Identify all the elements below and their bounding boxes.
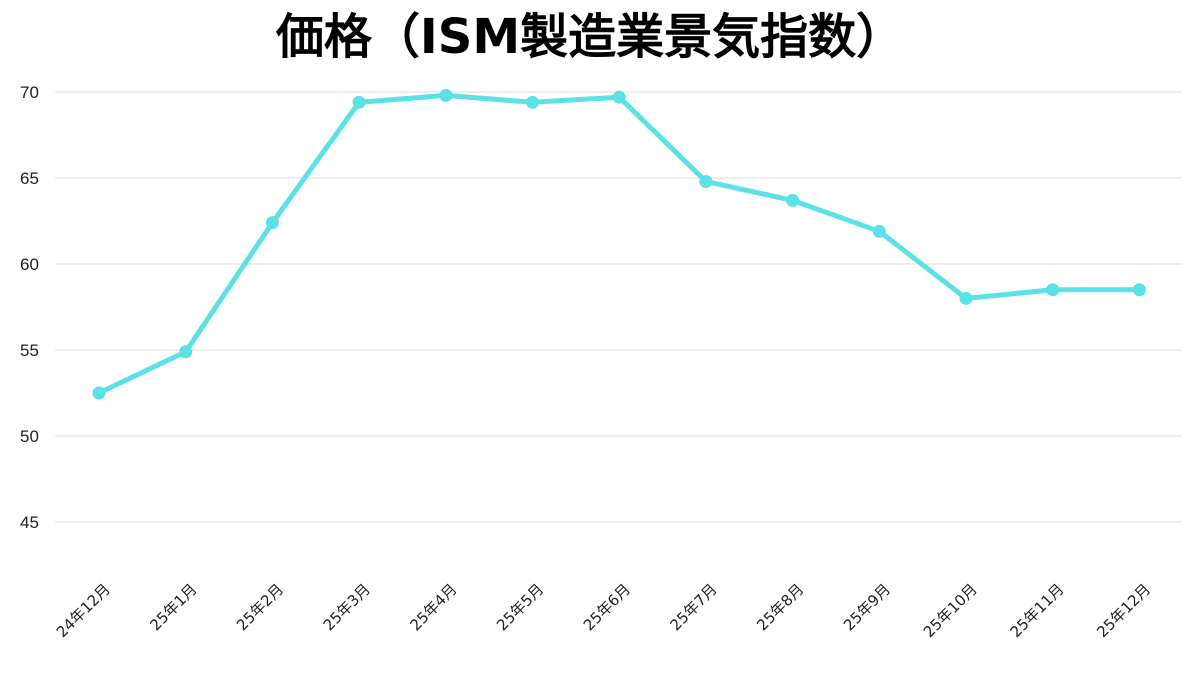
data-point	[786, 193, 800, 207]
y-tick-label: 50	[20, 427, 39, 446]
gridlines	[55, 91, 1182, 523]
x-axis-ticks: 24年12月 25年1月 25年2月 25年3月 25年4月 25年5月 25年6月 25年7…	[53, 580, 1154, 641]
x-tick-label: 25年8月	[753, 580, 807, 634]
x-tick-label: 25年2月	[233, 580, 287, 634]
data-point	[699, 174, 713, 188]
y-tick-label: 70	[20, 83, 39, 102]
x-tick-label: 24年12月	[53, 580, 114, 641]
data-point	[526, 95, 539, 109]
data-point	[959, 291, 973, 305]
y-tick-label: 60	[20, 255, 39, 274]
x-tick-label: 25年7月	[667, 580, 721, 634]
series-line	[96, 92, 1142, 396]
x-tick-label: 25年3月	[320, 580, 374, 634]
data-point	[179, 345, 193, 359]
data-points	[92, 88, 1146, 400]
y-tick-label: 65	[20, 169, 39, 188]
x-tick-label: 25年4月	[406, 580, 460, 634]
data-point	[352, 95, 366, 109]
x-tick-label: 25年11月	[1007, 580, 1068, 641]
x-tick-label: 25年10月	[920, 580, 981, 641]
y-axis-ticks: 45 50 55 60 65 70	[20, 83, 39, 532]
x-tick-label: 25年12月	[1093, 580, 1154, 641]
chart-title: 価格（ISM製造業景気指数）	[275, 9, 905, 65]
data-point	[1046, 283, 1060, 297]
data-point	[92, 386, 106, 400]
x-tick-label: 25年5月	[493, 580, 547, 634]
y-tick-label: 45	[20, 513, 39, 532]
data-point	[612, 90, 626, 104]
y-tick-label: 55	[20, 341, 39, 360]
data-point	[439, 88, 453, 102]
x-tick-label: 25年1月	[146, 580, 200, 634]
x-tick-label: 25年9月	[840, 580, 894, 634]
data-point	[872, 224, 886, 238]
x-tick-label: 25年6月	[580, 580, 634, 634]
data-point	[1132, 283, 1146, 297]
data-point	[265, 216, 279, 230]
